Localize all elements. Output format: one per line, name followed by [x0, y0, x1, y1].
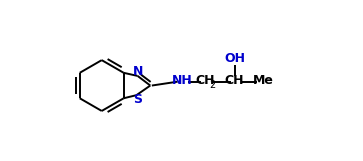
Text: NH: NH [171, 74, 192, 87]
Text: 2: 2 [209, 80, 215, 90]
Text: Me: Me [253, 74, 274, 87]
Text: OH: OH [224, 52, 245, 65]
Text: CH: CH [195, 74, 215, 87]
Text: CH: CH [224, 74, 244, 87]
Text: N: N [133, 65, 143, 78]
Text: S: S [133, 93, 142, 106]
